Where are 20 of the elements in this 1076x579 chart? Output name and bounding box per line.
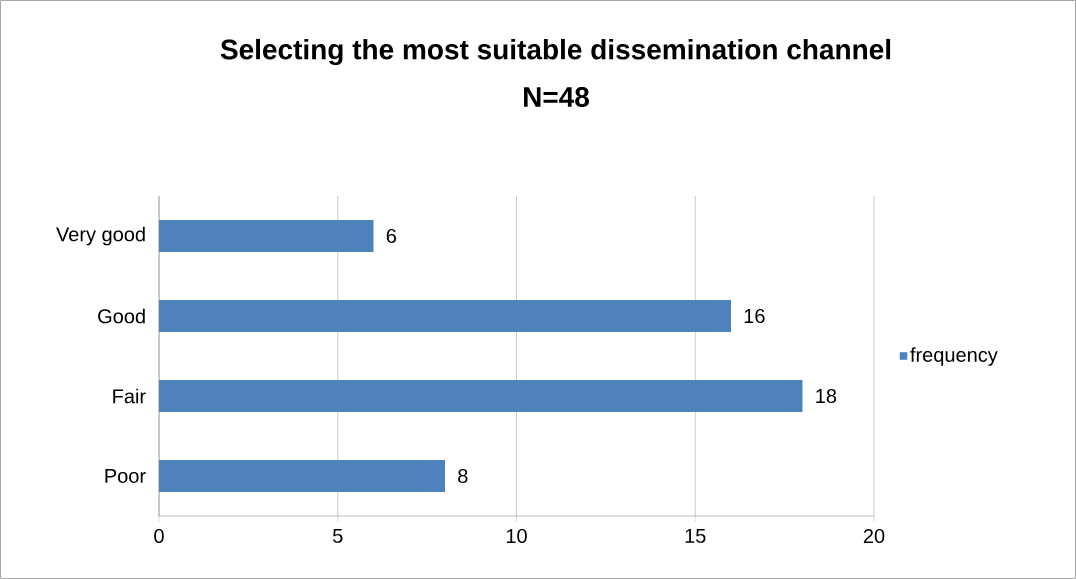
bar bbox=[159, 380, 803, 412]
chart-subtitle: N=48 bbox=[524, 87, 589, 107]
y-tick-label: Good bbox=[98, 308, 145, 324]
chart-title: Selecting the most suitable dissemination channel bbox=[220, 38, 891, 66]
x-tick-label: 5 bbox=[332, 528, 343, 543]
bar bbox=[159, 459, 446, 492]
data-label: 8 bbox=[458, 468, 468, 484]
data-label: 16 bbox=[744, 308, 765, 324]
x-tick-label: 15 bbox=[685, 528, 706, 543]
y-tick-label: Poor bbox=[105, 469, 146, 483]
y-tick-label: Very good bbox=[56, 226, 145, 246]
bar bbox=[159, 300, 731, 332]
x-tick-label: 10 bbox=[506, 528, 527, 544]
data-label: 18 bbox=[816, 388, 837, 404]
bar bbox=[159, 220, 374, 252]
legend-label: frequency bbox=[910, 347, 998, 366]
y-tick-label: Fair bbox=[113, 388, 146, 404]
x-tick-label: 20 bbox=[863, 528, 885, 544]
x-tick-label: 0 bbox=[154, 528, 164, 544]
data-label: 6 bbox=[386, 228, 397, 244]
